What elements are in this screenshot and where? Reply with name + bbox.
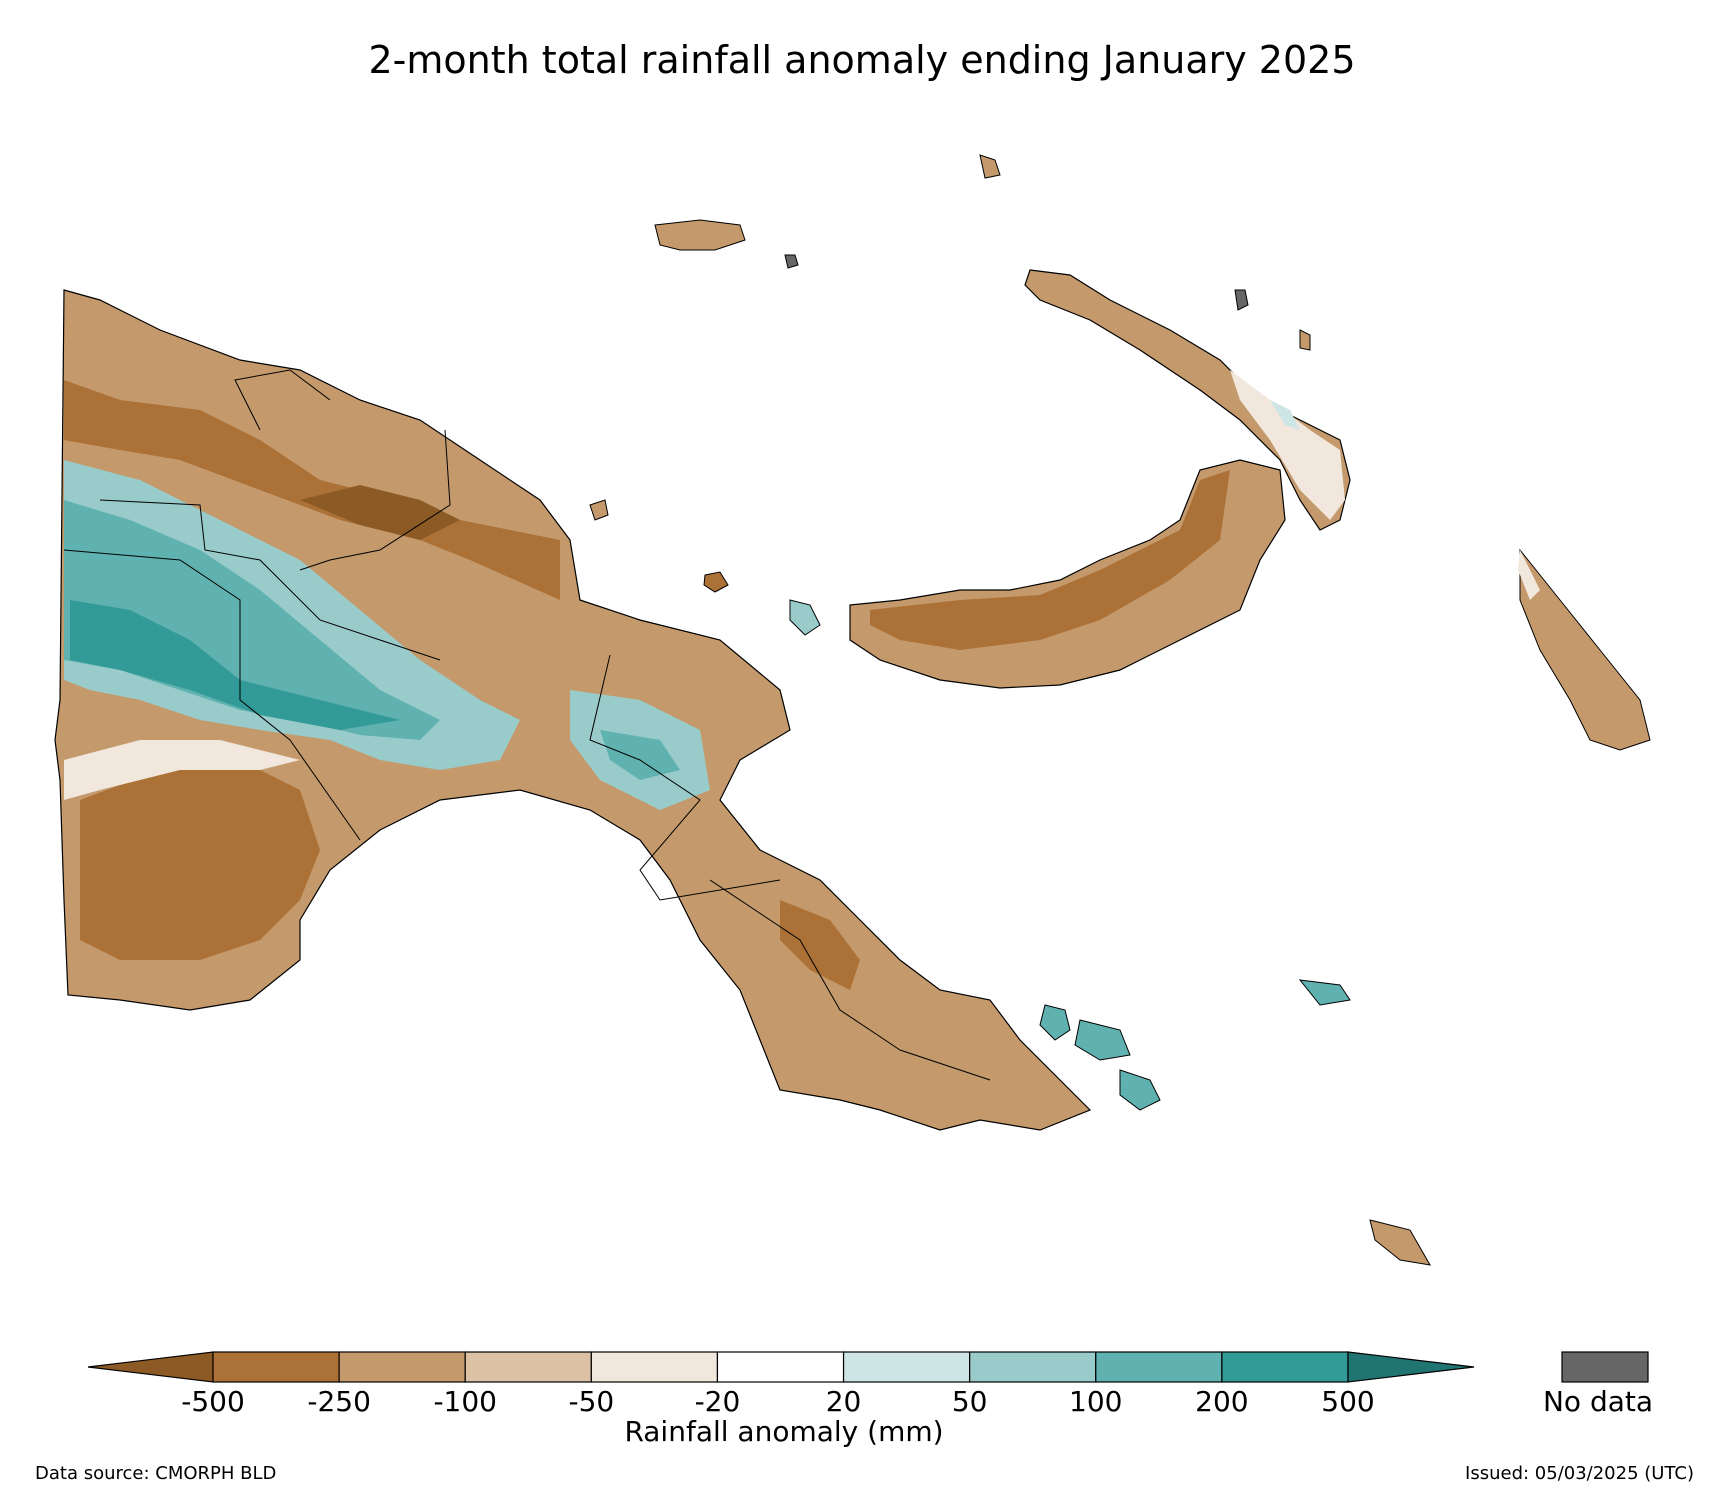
- bougainville: [1519, 548, 1651, 751]
- no-data-swatch: [1561, 1351, 1649, 1383]
- province-boundary: [709, 879, 991, 1081]
- colorbar-segment: [338, 1351, 466, 1383]
- colorbar-segment: [842, 1351, 971, 1383]
- mainland-dry-ridge: [780, 900, 860, 990]
- province-boundary: [589, 654, 781, 901]
- manus-island: [654, 219, 746, 251]
- normanby-island: [1119, 1069, 1161, 1111]
- province-boundary: [299, 429, 451, 571]
- colorbar-tick-label: 500: [1321, 1385, 1375, 1418]
- colorbar-tick-label: -20: [694, 1385, 741, 1418]
- province-boundary: [63, 549, 361, 841]
- mainland-wet-east-core: [600, 730, 680, 780]
- umboi-island: [789, 599, 821, 636]
- lihir-island: [1234, 289, 1249, 311]
- no-data-island: [784, 254, 799, 269]
- colorbar-tick-label: 50: [951, 1385, 988, 1418]
- mainland-white-south: [64, 740, 300, 800]
- colorbar-tick-label: -100: [433, 1385, 497, 1418]
- karkar-island: [589, 499, 609, 521]
- province-boundaries: [63, 369, 991, 1081]
- colorbar-segment: [1221, 1351, 1349, 1383]
- islands: [589, 154, 1651, 1266]
- new-ireland: [1024, 269, 1351, 531]
- mainland-wet-band-core: [70, 600, 400, 730]
- mainland-dark-north: [64, 380, 560, 600]
- issued-date-note: Issued: 05/03/2025 (UTC): [1465, 1463, 1694, 1484]
- trobriand-island: [1298, 979, 1351, 1006]
- mainland-wet-band-outer: [64, 460, 520, 770]
- colorbar-tick-label: -500: [181, 1385, 245, 1418]
- mainland-darkest-north: [300, 485, 460, 540]
- colorbar: [87, 1351, 1475, 1383]
- new-ireland-wet: [1270, 400, 1300, 430]
- tabar-island: [1299, 329, 1311, 351]
- no-data-label: No data: [1542, 1385, 1654, 1418]
- colorbar-tick-label: -50: [568, 1385, 615, 1418]
- colorbar-tick-label: 20: [825, 1385, 862, 1418]
- colorbar-title: Rainfall anomaly (mm): [624, 1415, 944, 1448]
- mainland-new-guinea: [54, 289, 1092, 1131]
- colorbar-tick-label: -250: [307, 1385, 371, 1418]
- new-britain-dry: [870, 470, 1230, 650]
- new-ireland-light: [1230, 370, 1345, 520]
- colorbar-segment: [464, 1351, 592, 1383]
- colorbar-extend-high: [1347, 1351, 1475, 1383]
- long-island: [703, 571, 729, 593]
- data-source-note: Data source: CMORPH BLD: [35, 1463, 277, 1484]
- province-boundary: [99, 499, 441, 661]
- rossel-island: [1369, 1219, 1431, 1266]
- map-title: 2-month total rainfall anomaly ending Ja…: [368, 38, 1356, 82]
- bougainville-light: [1518, 550, 1540, 600]
- colorbar-tick-label: 200: [1195, 1385, 1249, 1418]
- mainland-dry-south: [80, 760, 320, 960]
- colorbar-segment: [969, 1351, 1097, 1383]
- colorbar-segment: [590, 1351, 719, 1383]
- province-boundary: [234, 369, 331, 431]
- colorbar-segment: [1095, 1351, 1223, 1383]
- fergusson-island: [1074, 1019, 1131, 1061]
- goodenough-island: [1039, 1004, 1071, 1041]
- colorbar-segment: [212, 1351, 340, 1383]
- mussau-island: [979, 154, 1001, 179]
- colorbar-segment: [716, 1351, 845, 1383]
- colorbar-extend-low: [87, 1351, 214, 1383]
- colorbar-tick-label: 100: [1069, 1385, 1123, 1418]
- new-britain: [849, 459, 1286, 689]
